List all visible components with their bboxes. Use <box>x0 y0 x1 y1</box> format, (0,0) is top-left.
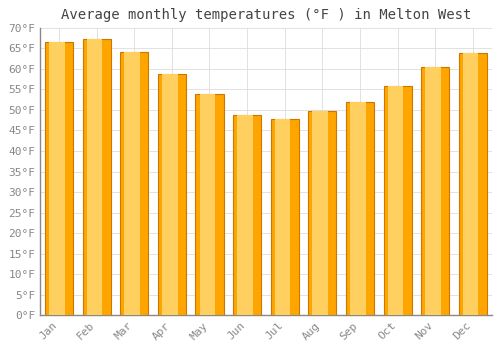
Bar <box>233 115 261 315</box>
Bar <box>312 111 328 315</box>
Bar <box>346 103 374 315</box>
Bar <box>87 39 102 315</box>
Bar <box>196 94 224 315</box>
Bar <box>270 119 299 315</box>
Bar <box>158 74 186 315</box>
Bar <box>308 111 336 315</box>
Bar <box>82 39 110 315</box>
Bar <box>120 52 148 315</box>
Bar <box>275 119 290 315</box>
Bar <box>458 53 487 315</box>
Bar <box>384 86 411 315</box>
Bar <box>421 67 450 315</box>
Bar <box>49 42 64 315</box>
Bar <box>463 53 478 315</box>
Bar <box>426 67 441 315</box>
Bar <box>45 42 73 315</box>
Bar <box>388 86 404 315</box>
Bar <box>350 103 366 315</box>
Title: Average monthly temperatures (°F ) in Melton West: Average monthly temperatures (°F ) in Me… <box>60 8 471 22</box>
Bar <box>237 115 253 315</box>
Bar <box>124 52 140 315</box>
Bar <box>200 94 215 315</box>
Bar <box>162 74 178 315</box>
